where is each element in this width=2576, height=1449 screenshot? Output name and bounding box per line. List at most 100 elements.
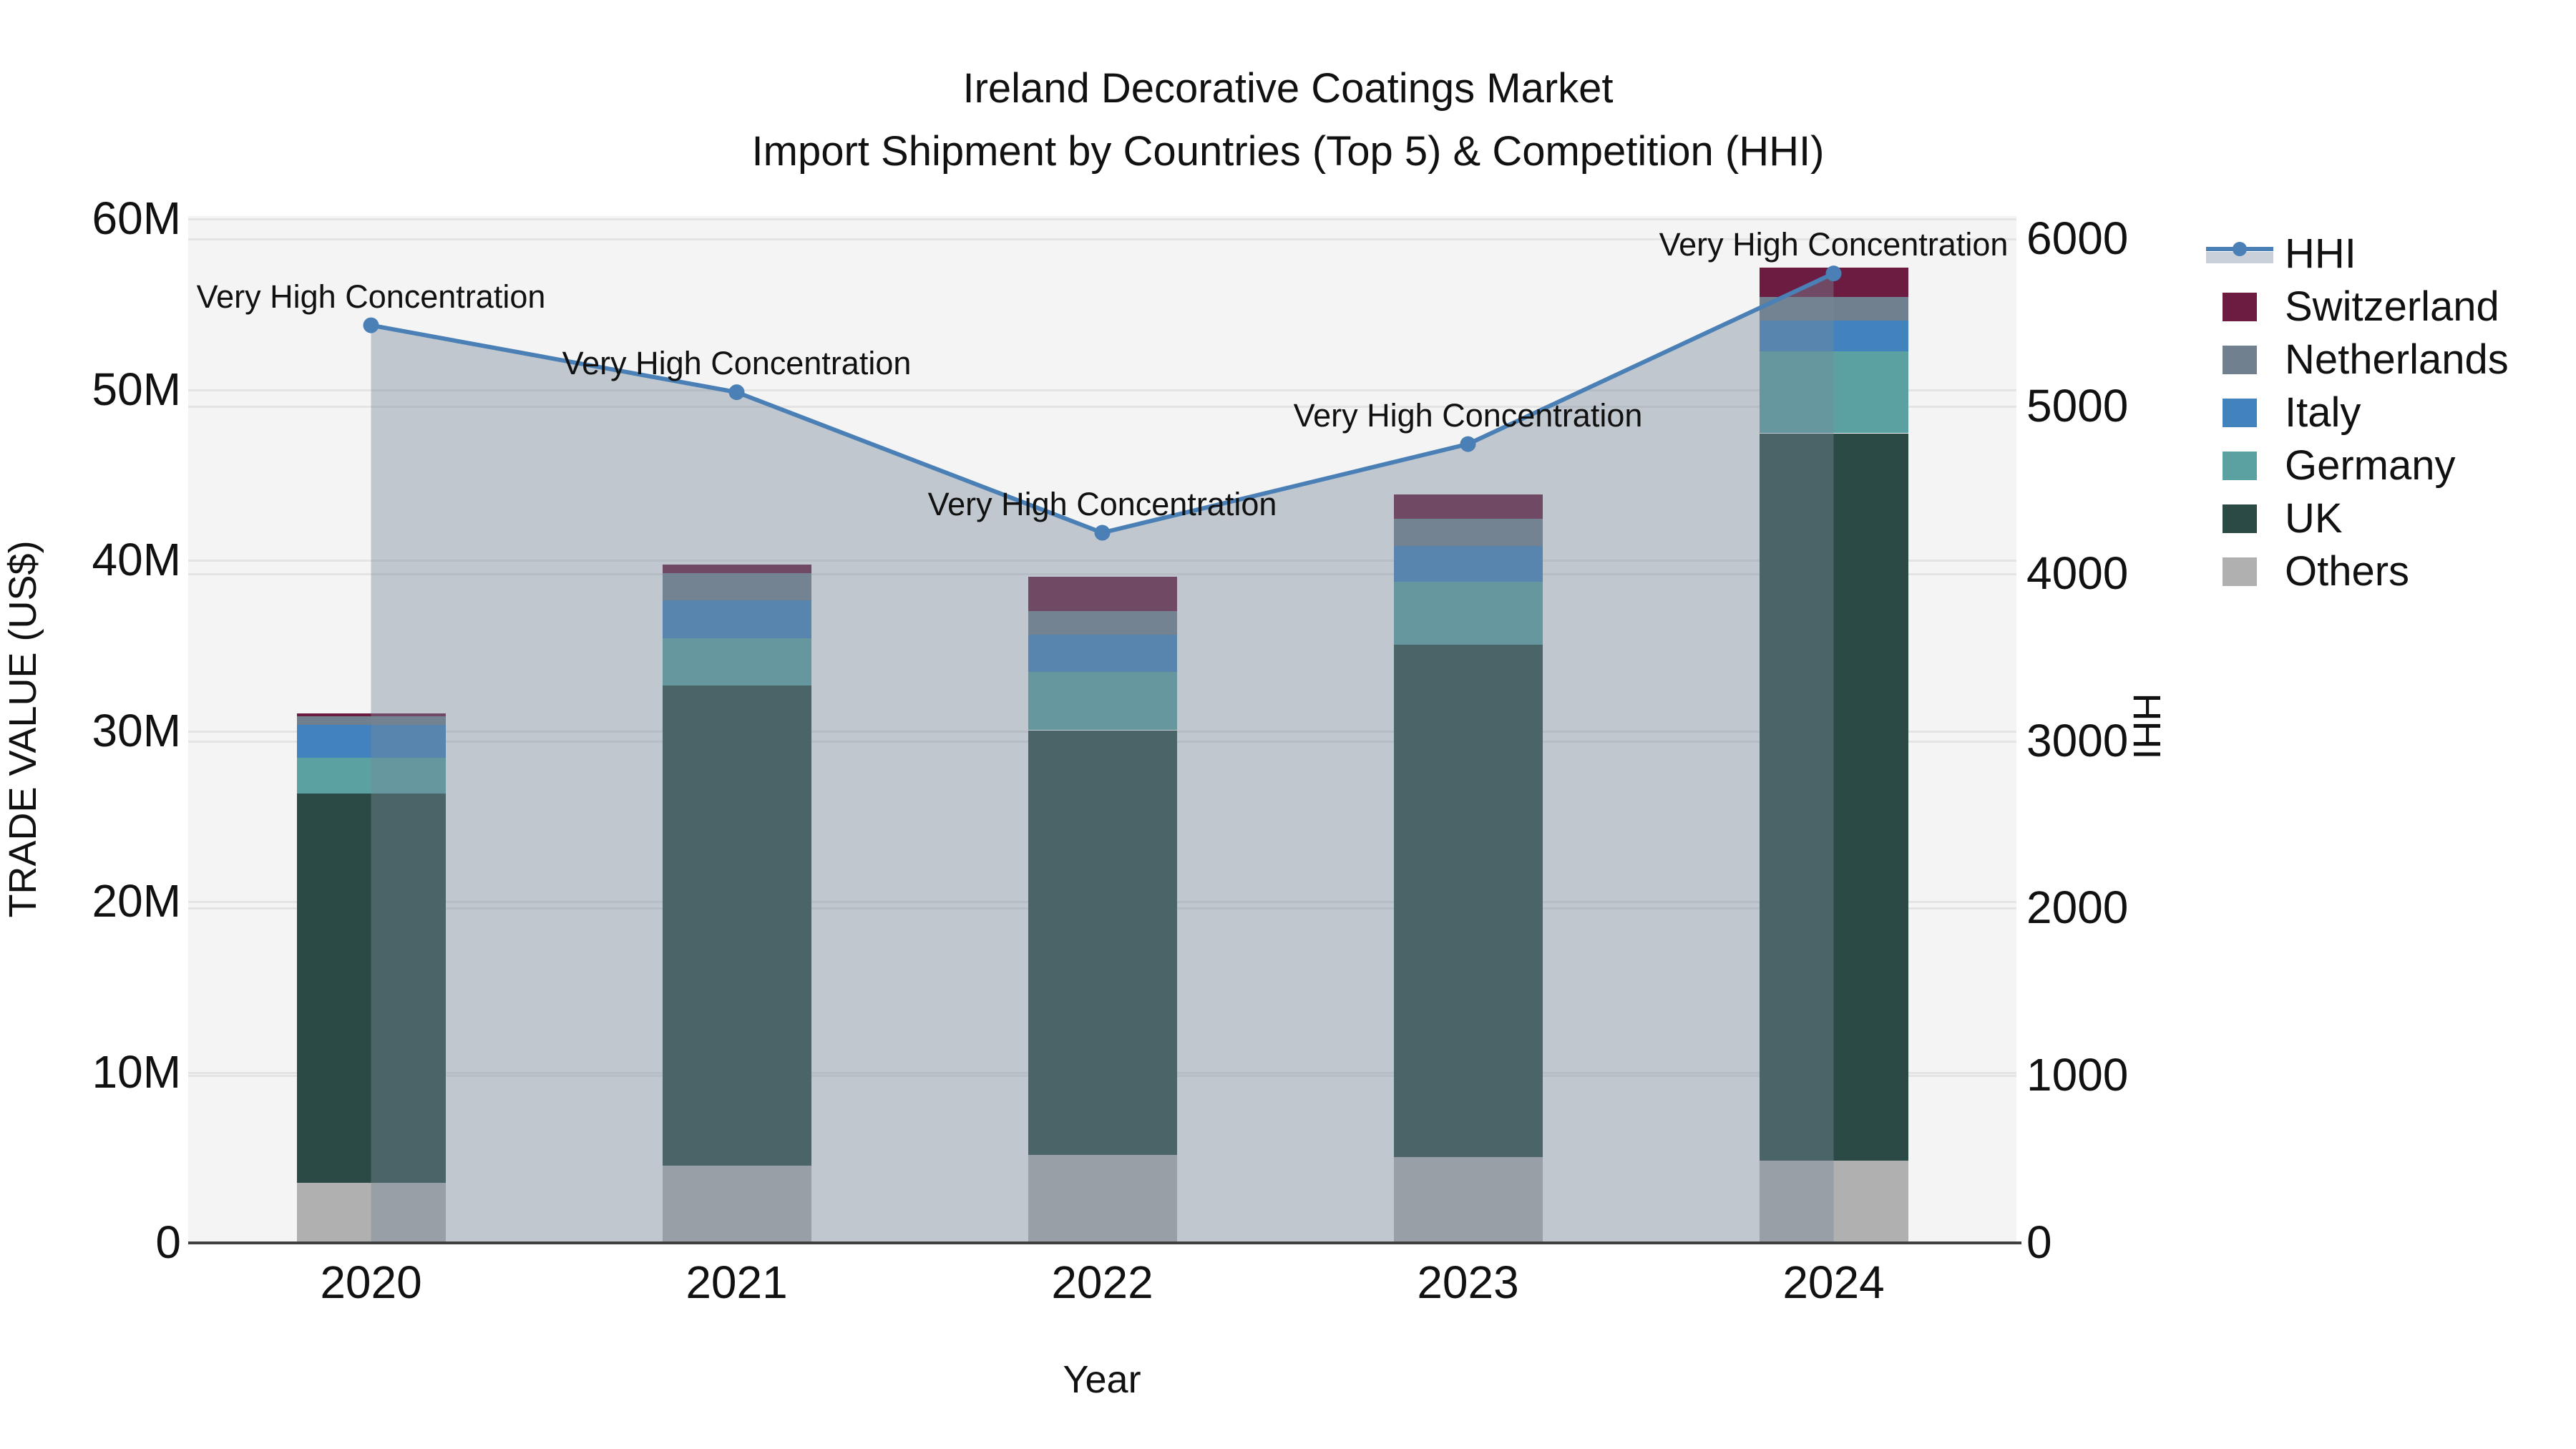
legend-item-switzerland[interactable]: Switzerland [2206, 280, 2509, 333]
legend-item-netherlands[interactable]: Netherlands [2206, 333, 2509, 386]
bar-segment-italy-2021[interactable] [662, 600, 811, 638]
bar-segment-switzerland-2021[interactable] [662, 565, 811, 574]
legend-item-hhi[interactable]: HHI [2206, 227, 2509, 280]
left-axis-title: TRADE VALUE (US$) [1, 540, 44, 918]
bar-segment-germany-2020[interactable] [296, 757, 446, 794]
right-tick-5000: 5000 [2026, 379, 2129, 431]
gridline-left-40M [188, 560, 2016, 562]
gridline-right-5000 [188, 405, 2016, 408]
x-tick-2022: 2022 [1051, 1257, 1153, 1308]
hhi-marker-2021[interactable] [728, 384, 745, 401]
chart-title-line1: Ireland Decorative Coatings Market [962, 65, 1614, 112]
left-tick-60M: 60M [92, 192, 182, 244]
legend-swatch-icon [2206, 555, 2273, 587]
x-tick-2020: 2020 [320, 1257, 422, 1308]
bar-segment-others-2024[interactable] [1759, 1160, 1908, 1242]
bar-segment-switzerland-2020[interactable] [296, 713, 446, 717]
bar-segment-germany-2024[interactable] [1759, 351, 1908, 434]
bar-segment-switzerland-2022[interactable] [1028, 576, 1177, 611]
bar-segment-italy-2022[interactable] [1028, 634, 1177, 673]
legend-label-switzerland: Switzerland [2285, 283, 2499, 330]
gridline-left-50M [188, 389, 2016, 391]
left-tick-50M: 50M [92, 363, 182, 415]
legend: HHI Switzerland Netherlands Italy Germany UK O… [2206, 227, 2509, 597]
bar-segment-netherlands-2020[interactable] [296, 716, 446, 726]
legend-swatch-icon [2206, 396, 2273, 428]
bar-segment-uk-2022[interactable] [1028, 730, 1177, 1156]
legend-swatch-icon [2206, 502, 2273, 534]
bar-segment-italy-2024[interactable] [1759, 321, 1908, 352]
bar-segment-uk-2024[interactable] [1759, 433, 1908, 1161]
bar-segment-others-2022[interactable] [1028, 1155, 1177, 1242]
legend-item-others[interactable]: Others [2206, 545, 2509, 597]
gridline-left-60M [188, 218, 2016, 220]
right-axis-title: HHI [2125, 693, 2168, 760]
legend-item-italy[interactable]: Italy [2206, 386, 2509, 439]
chart-title: Ireland Decorative Coatings Market Impor… [0, 57, 2576, 183]
x-tick-2023: 2023 [1417, 1257, 1519, 1308]
annotation-2021: Very High Concentration [562, 345, 912, 382]
bar-segment-germany-2021[interactable] [662, 638, 811, 686]
legend-label-germany: Germany [2285, 441, 2456, 489]
legend-swatch-icon [2206, 449, 2273, 481]
bar-segment-uk-2023[interactable] [1393, 645, 1543, 1157]
legend-label-others: Others [2285, 547, 2410, 595]
bar-segment-others-2023[interactable] [1393, 1156, 1543, 1242]
right-tick-0: 0 [2026, 1216, 2052, 1268]
right-tick-1000: 1000 [2026, 1049, 2129, 1101]
right-tick-6000: 6000 [2026, 213, 2129, 264]
legend-swatch-icon [2206, 291, 2273, 322]
legend-label-uk: UK [2285, 494, 2343, 542]
legend-swatch-switzerland [2223, 293, 2257, 321]
left-tick-40M: 40M [92, 534, 182, 585]
annotation-2024: Very High Concentration [1659, 226, 2009, 263]
bar-segment-netherlands-2023[interactable] [1393, 518, 1543, 546]
legend-label-hhi: HHI [2285, 230, 2356, 277]
chart-title-line2: Import Shipment by Countries (Top 5) & C… [751, 128, 1825, 175]
bar-segment-germany-2023[interactable] [1393, 582, 1543, 645]
legend-swatch-netherlands [2223, 346, 2257, 374]
bar-segment-uk-2020[interactable] [296, 793, 446, 1183]
gridline-right-6000 [188, 238, 2016, 240]
x-axis-line [188, 1241, 2021, 1244]
legend-swatch-germany [2223, 452, 2257, 480]
bar-segment-netherlands-2021[interactable] [662, 573, 811, 601]
x-tick-2021: 2021 [686, 1257, 788, 1308]
legend-label-netherlands: Netherlands [2285, 336, 2509, 383]
hhi-line-sample-icon [2206, 238, 2273, 269]
bar-segment-others-2020[interactable] [296, 1182, 446, 1242]
bar-segment-netherlands-2024[interactable] [1759, 296, 1908, 321]
bar-segment-italy-2023[interactable] [1393, 545, 1543, 582]
bar-segment-uk-2021[interactable] [662, 686, 811, 1166]
hhi-marker-2022[interactable] [1094, 525, 1111, 541]
left-tick-10M: 10M [92, 1045, 182, 1098]
hhi-marker-2023[interactable] [1460, 436, 1476, 452]
bar-segment-netherlands-2022[interactable] [1028, 610, 1177, 635]
legend-swatch-others [2223, 557, 2257, 586]
annotation-2023: Very High Concentration [1293, 396, 1643, 434]
hhi-marker-2020[interactable] [363, 317, 379, 333]
right-tick-2000: 2000 [2026, 882, 2129, 934]
plot-area: Very High Concentration Very High Concent… [188, 216, 2016, 1242]
gridline-right-4000 [188, 572, 2016, 575]
right-tick-3000: 3000 [2026, 714, 2129, 766]
hhi-marker-sample [2233, 242, 2247, 256]
x-tick-2024: 2024 [1782, 1257, 1885, 1308]
legend-item-germany[interactable]: Germany [2206, 439, 2509, 492]
legend-swatch-uk [2223, 504, 2257, 533]
bar-segment-switzerland-2024[interactable] [1759, 268, 1908, 297]
legend-item-uk[interactable]: UK [2206, 492, 2509, 545]
annotation-2022: Very High Concentration [927, 485, 1277, 522]
left-tick-30M: 30M [92, 704, 182, 756]
left-tick-20M: 20M [92, 875, 182, 927]
right-tick-4000: 4000 [2026, 547, 2129, 599]
legend-swatch-icon [2206, 343, 2273, 375]
hhi-area-sample [2206, 252, 2273, 263]
bar-segment-switzerland-2023[interactable] [1393, 494, 1543, 519]
annotation-2020: Very High Concentration [196, 278, 546, 315]
x-axis-title: Year [1063, 1358, 1141, 1401]
bar-segment-others-2021[interactable] [662, 1165, 811, 1242]
bar-segment-italy-2020[interactable] [296, 725, 446, 758]
bar-segment-germany-2022[interactable] [1028, 672, 1177, 731]
